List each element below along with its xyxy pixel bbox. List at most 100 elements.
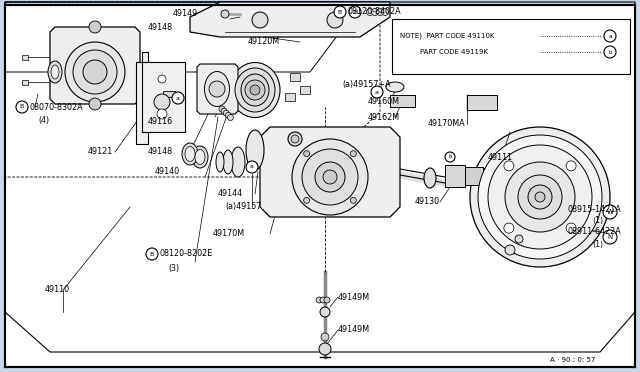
Circle shape <box>221 10 229 18</box>
Circle shape <box>367 9 374 16</box>
Text: 49120M: 49120M <box>248 38 280 46</box>
Text: a: a <box>375 90 379 94</box>
Bar <box>300 86 310 94</box>
Ellipse shape <box>230 62 280 118</box>
Circle shape <box>89 98 101 110</box>
Text: ⟨1⟩: ⟨1⟩ <box>592 240 604 248</box>
Circle shape <box>146 248 158 260</box>
Circle shape <box>320 297 326 303</box>
Text: ⟨1⟩: ⟨1⟩ <box>592 215 604 224</box>
Circle shape <box>603 230 617 244</box>
Text: (3): (3) <box>168 263 179 273</box>
Text: B: B <box>353 10 357 15</box>
Ellipse shape <box>192 146 208 168</box>
Ellipse shape <box>246 130 264 170</box>
Text: 49121: 49121 <box>88 148 113 157</box>
Circle shape <box>505 162 575 232</box>
Ellipse shape <box>195 150 205 164</box>
Circle shape <box>504 223 514 233</box>
Circle shape <box>302 149 358 205</box>
Circle shape <box>327 12 343 28</box>
Circle shape <box>252 12 268 28</box>
Text: (a)49157: (a)49157 <box>225 202 262 212</box>
Text: B: B <box>150 251 154 257</box>
Text: (4): (4) <box>38 116 49 125</box>
Circle shape <box>528 185 552 209</box>
Text: 49148: 49148 <box>148 148 173 157</box>
Circle shape <box>566 161 576 171</box>
Ellipse shape <box>241 74 269 106</box>
Circle shape <box>209 81 225 97</box>
Ellipse shape <box>185 147 195 161</box>
Text: b: b <box>448 154 452 160</box>
Circle shape <box>291 135 299 143</box>
Circle shape <box>470 127 610 267</box>
Text: 49111: 49111 <box>488 153 513 161</box>
Circle shape <box>172 92 184 104</box>
Circle shape <box>250 85 260 95</box>
Text: 49149M: 49149M <box>338 292 370 301</box>
Circle shape <box>288 132 302 146</box>
Text: b: b <box>608 49 612 55</box>
Text: a: a <box>176 96 180 100</box>
Circle shape <box>478 135 602 259</box>
Text: 49170MA: 49170MA <box>428 119 466 128</box>
Circle shape <box>324 297 330 303</box>
Text: 08120-8202E: 08120-8202E <box>160 250 213 259</box>
Circle shape <box>334 6 346 18</box>
Text: PART CODE 49119K: PART CODE 49119K <box>420 49 488 55</box>
Ellipse shape <box>386 82 404 92</box>
Polygon shape <box>136 52 155 144</box>
Circle shape <box>158 75 166 83</box>
Text: 08120-8402A: 08120-8402A <box>348 7 402 16</box>
Ellipse shape <box>216 152 224 172</box>
Circle shape <box>227 115 234 121</box>
Circle shape <box>321 333 329 341</box>
Bar <box>22 80 28 84</box>
Circle shape <box>323 170 337 184</box>
Text: A · 90 : 0: 57: A · 90 : 0: 57 <box>550 357 595 363</box>
Ellipse shape <box>231 147 245 177</box>
Bar <box>285 93 295 101</box>
Text: 49170M: 49170M <box>213 230 245 238</box>
Circle shape <box>535 192 545 202</box>
Circle shape <box>350 151 356 157</box>
Circle shape <box>246 161 258 173</box>
Circle shape <box>73 50 117 94</box>
Text: a: a <box>608 33 612 38</box>
Text: B: B <box>20 105 24 109</box>
Circle shape <box>504 161 514 171</box>
Circle shape <box>315 162 345 192</box>
Ellipse shape <box>51 65 59 79</box>
Circle shape <box>303 151 310 157</box>
Text: a: a <box>250 164 254 170</box>
Circle shape <box>16 101 28 113</box>
Polygon shape <box>197 64 238 114</box>
Text: 49144: 49144 <box>218 189 243 199</box>
Circle shape <box>154 94 170 110</box>
Circle shape <box>445 152 455 162</box>
Polygon shape <box>260 127 400 217</box>
Circle shape <box>603 205 617 219</box>
Circle shape <box>292 139 368 215</box>
Bar <box>467 95 497 110</box>
Circle shape <box>319 343 331 355</box>
Circle shape <box>350 197 356 203</box>
Polygon shape <box>50 27 140 104</box>
Bar <box>465 167 483 185</box>
Circle shape <box>225 112 232 118</box>
Bar <box>483 168 513 182</box>
Circle shape <box>371 9 378 16</box>
Circle shape <box>65 42 125 102</box>
Text: 49116: 49116 <box>148 118 173 126</box>
Bar <box>290 73 300 81</box>
Text: (a)49157+A: (a)49157+A <box>342 80 390 89</box>
Text: 49148: 49148 <box>148 22 173 32</box>
Circle shape <box>381 9 388 16</box>
Circle shape <box>349 6 361 18</box>
Text: 49130: 49130 <box>415 198 440 206</box>
Bar <box>445 165 465 187</box>
Ellipse shape <box>235 68 275 112</box>
Circle shape <box>518 175 562 219</box>
Circle shape <box>505 245 515 255</box>
